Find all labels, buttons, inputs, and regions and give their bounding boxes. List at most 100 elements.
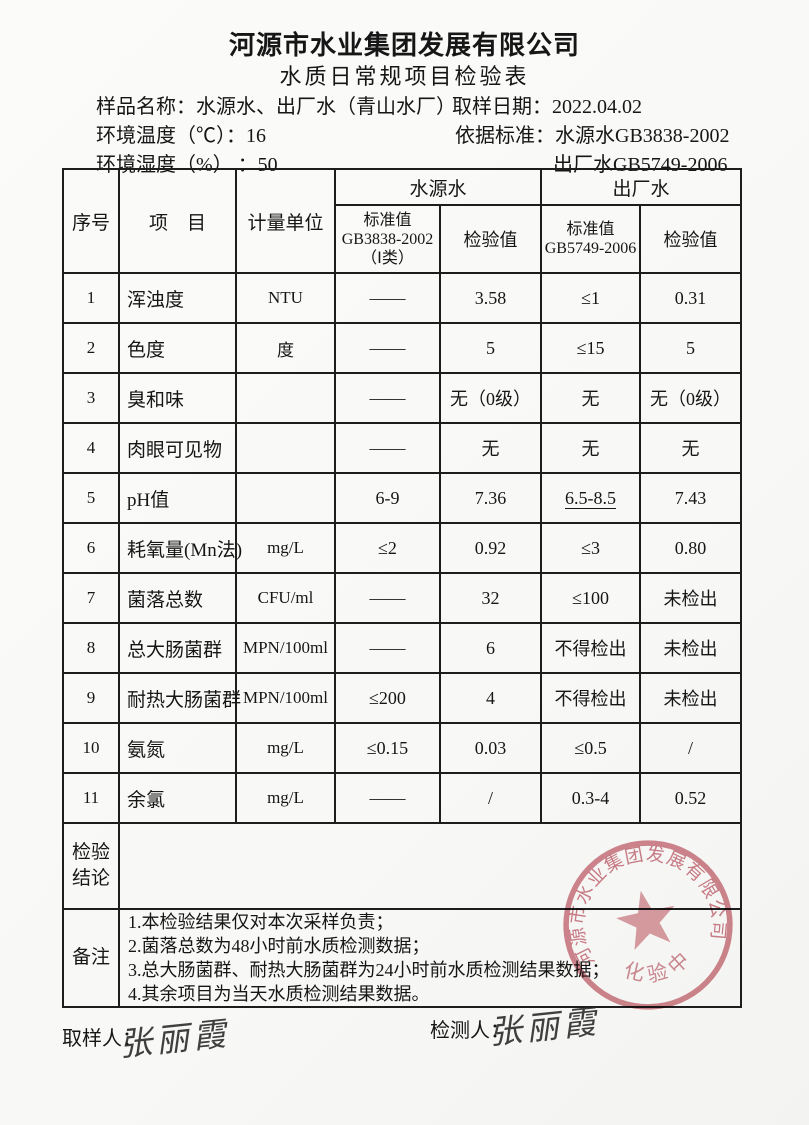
cell-seq: 10: [62, 722, 120, 774]
cell-finished-value: 7.43: [639, 472, 743, 524]
cell-seq: 11: [62, 772, 120, 824]
cell-source-value: 3.58: [438, 272, 543, 324]
remark-item: 1.本检验结果仅对本次采样负责；: [128, 912, 394, 932]
cell-unit: mg/L: [235, 722, 336, 774]
cell-source-value: 5: [438, 322, 543, 374]
cell-item: 氨氮: [118, 722, 237, 774]
col-group-source-water: 水源水: [333, 168, 543, 206]
remark-item: 3.总大肠菌群、耐热大肠菌群为24小时前水质检测结果数据；: [128, 960, 610, 980]
cell-item: 浑浊度: [118, 272, 237, 324]
table-row: 5 pH值 6-9 7.36 6.5-8.5 7.43: [62, 472, 743, 524]
cell-unit: CFU/ml: [235, 572, 336, 624]
table-row: 3 臭和味 —— 无（0级） 无 无（0级）: [62, 372, 743, 424]
standard-basis-label: 依据标准：: [455, 125, 555, 147]
col-header-item: 项 目: [118, 168, 237, 274]
cell-finished-standard: 不得检出: [540, 622, 642, 674]
remarks-content: 1.本检验结果仅对本次采样负责； 2.菌落总数为48小时前水质检测数据； 3.总…: [117, 908, 743, 1008]
cell-seq: 3: [62, 372, 120, 424]
cell-seq: 4: [62, 422, 120, 474]
cell-unit: [235, 372, 336, 424]
cell-source-standard: ≤200: [334, 672, 441, 724]
sampling-date-label: 取样日期：: [452, 96, 552, 118]
table-row: 11 余氯 mg/L —— / 0.3-4 0.52: [62, 772, 743, 824]
remarks-label: 备注: [62, 908, 120, 1008]
table-row: 2 色度 度 —— 5 ≤15 5: [62, 322, 743, 374]
cell-finished-standard: ≤15: [540, 322, 642, 374]
cell-finished-standard: 6.5-8.5: [540, 472, 642, 524]
cell-finished-standard: ≤3: [540, 522, 642, 574]
remark-item: 4.其余项目为当天水质检测结果数据。: [128, 984, 430, 1004]
cell-item: 菌落总数: [118, 572, 237, 624]
cell-finished-value: 未检出: [639, 622, 743, 674]
table-row: 8 总大肠菌群 MPN/100ml —— 6 不得检出 未检出: [62, 622, 743, 674]
col-header-finished-value: 检验值: [639, 204, 743, 274]
remarks-label-text: 备注: [71, 947, 110, 968]
env-temperature-label: 环境温度（℃）：: [96, 125, 246, 147]
sampler-label: 取样人：: [62, 1028, 142, 1050]
cell-finished-standard: 无: [540, 422, 642, 474]
cell-item: 臭和味: [118, 372, 237, 424]
standard-basis-line1: 依据标准：水源水GB3838-2002: [455, 119, 729, 148]
header-line: 标准值: [363, 211, 412, 229]
cell-item: 肉眼可见物: [118, 422, 237, 474]
cell-item: 耐热大肠菌群: [118, 672, 241, 724]
sampling-date-line: 取样日期：2022.04.02: [452, 90, 642, 119]
cell-finished-standard: 不得检出: [540, 672, 642, 724]
cell-finished-value: /: [639, 722, 743, 774]
sample-name-line: 样品名称：水源水、出厂水（青山水厂）: [96, 90, 456, 119]
cell-seq: 5: [62, 472, 120, 524]
conclusion-label-line: 检验: [71, 842, 110, 863]
cell-unit: mg/L: [235, 522, 336, 574]
col-header-source-value: 检验值: [438, 204, 543, 274]
cell-item: 色度: [118, 322, 237, 374]
tester-label: 检测人：: [430, 1020, 510, 1042]
cell-source-standard: ——: [334, 622, 441, 674]
table-row: 4 肉眼可见物 —— 无 无 无: [62, 422, 743, 474]
cell-finished-value: 无: [639, 422, 743, 474]
cell-seq: 2: [62, 322, 120, 374]
cell-unit: [235, 422, 336, 474]
cell-source-value: /: [438, 772, 543, 824]
header-line: 标准值: [566, 221, 615, 238]
cell-finished-standard: 无: [540, 372, 642, 424]
table-row: 7 菌落总数 CFU/ml —— 32 ≤100 未检出: [62, 572, 743, 624]
remarks-row: 备注 1.本检验结果仅对本次采样负责； 2.菌落总数为48小时前水质检测数据； …: [62, 908, 743, 1008]
cell-source-value: 0.03: [438, 722, 543, 774]
cell-finished-value: 0.80: [639, 522, 743, 574]
cell-finished-value: 0.52: [639, 772, 743, 824]
sampler-signature: 张丽霞: [119, 1015, 235, 1065]
cell-source-standard: ——: [334, 372, 441, 424]
cell-finished-value: 5: [639, 322, 743, 374]
cell-source-value: 32: [438, 572, 543, 624]
cell-unit: [235, 472, 336, 524]
col-group-finished-water: 出厂水: [540, 168, 743, 206]
cell-finished-value: 无（0级）: [639, 372, 743, 424]
conclusion-label: 检验 结论: [62, 822, 120, 910]
conclusion-row: 检验 结论: [62, 822, 743, 910]
cell-source-standard: ——: [334, 772, 441, 824]
cell-seq: 8: [62, 622, 120, 674]
col-header-unit: 计量单位: [235, 168, 336, 274]
header-line: GB5749-2006: [544, 240, 637, 257]
cell-finished-standard: ≤1: [540, 272, 642, 324]
cell-seq: 6: [62, 522, 120, 574]
company-title: 河源市水业集团发展有限公司: [228, 31, 580, 60]
cell-source-standard: ——: [334, 322, 441, 374]
cell-source-standard: ——: [334, 572, 441, 624]
cell-source-standard: ≤2: [334, 522, 441, 574]
water-quality-table: 序号 项 目 计量单位 水源水 出厂水 标准值 GB3838-2002 （Ⅰ类）…: [62, 168, 743, 1008]
underlined-standard: 6.5-8.5: [565, 487, 617, 508]
cell-seq: 9: [62, 672, 120, 724]
cell-source-standard: 6-9: [334, 472, 441, 524]
col-header-seq: 序号: [62, 168, 120, 274]
cell-source-standard: ——: [334, 272, 441, 324]
cell-unit: mg/L: [235, 772, 336, 824]
standard-basis-source: 水源水GB3838-2002: [555, 125, 730, 147]
cell-source-standard: ≤0.15: [334, 722, 441, 774]
cell-unit: 度: [235, 322, 336, 374]
col-header-source-standard: 标准值 GB3838-2002 （Ⅰ类）: [334, 204, 441, 274]
cell-seq: 7: [62, 572, 120, 624]
table-row: 9 耐热大肠菌群 MPN/100ml ≤200 4 不得检出 未检出: [62, 672, 743, 724]
sample-name-label: 样品名称：: [96, 96, 196, 118]
